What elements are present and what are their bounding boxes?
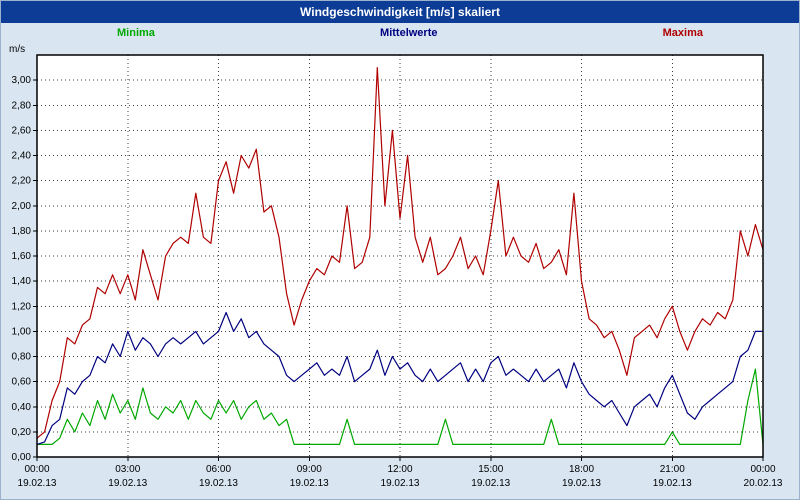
x-date-label: 19.02.13 bbox=[381, 478, 420, 489]
y-tick-label: 2,60 bbox=[12, 125, 32, 136]
y-tick-label: 1,80 bbox=[12, 226, 32, 237]
series-minima-line bbox=[37, 368, 764, 445]
y-tick-label: 1,20 bbox=[12, 301, 32, 312]
y-tick-label: 2,20 bbox=[12, 176, 32, 187]
wind-speed-chart: m/s 0,00 0,20 0,40 0,60 0,80 1,00 1,20 1,40 1,60 1… bbox=[9, 44, 783, 489]
x-date-label: 19.02.13 bbox=[653, 478, 692, 489]
y-tick-label: 1,00 bbox=[12, 326, 32, 337]
legend: Minima Mittelwerte Maxima bbox=[1, 23, 799, 41]
series-maxima-line bbox=[36, 67, 764, 439]
x-tick-label: 21:00 bbox=[660, 464, 685, 475]
x-date-label: 19.02.13 bbox=[199, 478, 238, 489]
y-tick-label: 1,40 bbox=[12, 276, 32, 287]
x-tick-label: 00:00 bbox=[24, 464, 49, 475]
x-date-label: 19.02.13 bbox=[18, 478, 57, 489]
x-tick-label: 15:00 bbox=[478, 464, 503, 475]
x-tick-label: 18:00 bbox=[569, 464, 594, 475]
x-date-label: 19.02.13 bbox=[290, 478, 329, 489]
y-tick-label: 0,60 bbox=[12, 377, 32, 388]
x-tick-label: 03:00 bbox=[115, 464, 140, 475]
title-bar: Windgeschwindigkeit [m/s] skaliert bbox=[1, 1, 799, 23]
x-tick-label: 06:00 bbox=[206, 464, 231, 475]
y-tick-label: 3,00 bbox=[12, 75, 32, 86]
legend-item-maxima: Maxima bbox=[662, 27, 703, 39]
x-date-label: 19.02.13 bbox=[471, 478, 510, 489]
y-axis-unit-label: m/s bbox=[9, 44, 25, 55]
x-date-label: 19.02.13 bbox=[108, 478, 147, 489]
y-tick-label: 2,80 bbox=[12, 100, 32, 111]
x-date-label: 19.02.13 bbox=[562, 478, 601, 489]
page-title: Windgeschwindigkeit [m/s] skaliert bbox=[300, 5, 500, 19]
y-tick-label: 1,60 bbox=[12, 251, 32, 262]
x-tick-label: 12:00 bbox=[387, 464, 412, 475]
x-tick-label: 09:00 bbox=[297, 464, 322, 475]
series-mittelwerte-line bbox=[36, 311, 763, 445]
x-tick-label: 00:00 bbox=[750, 464, 775, 475]
chart-area: m/s 0,00 0,20 0,40 0,60 0,80 1,00 1,20 1,40 1,60 1… bbox=[1, 41, 799, 499]
y-tick-label: 2,00 bbox=[12, 201, 32, 212]
y-tick-label: 2,40 bbox=[12, 151, 32, 162]
plot-border bbox=[36, 54, 764, 458]
legend-item-minima: Minima bbox=[117, 27, 155, 39]
legend-item-mittelwerte: Mittelwerte bbox=[380, 27, 438, 39]
y-tick-label: 0,80 bbox=[12, 352, 32, 363]
y-tick-label: 0,40 bbox=[12, 402, 32, 413]
y-tick-label: 0,20 bbox=[12, 427, 32, 438]
x-date-label: 20.02.13 bbox=[744, 478, 783, 489]
y-tick-label: 0,00 bbox=[12, 452, 32, 463]
